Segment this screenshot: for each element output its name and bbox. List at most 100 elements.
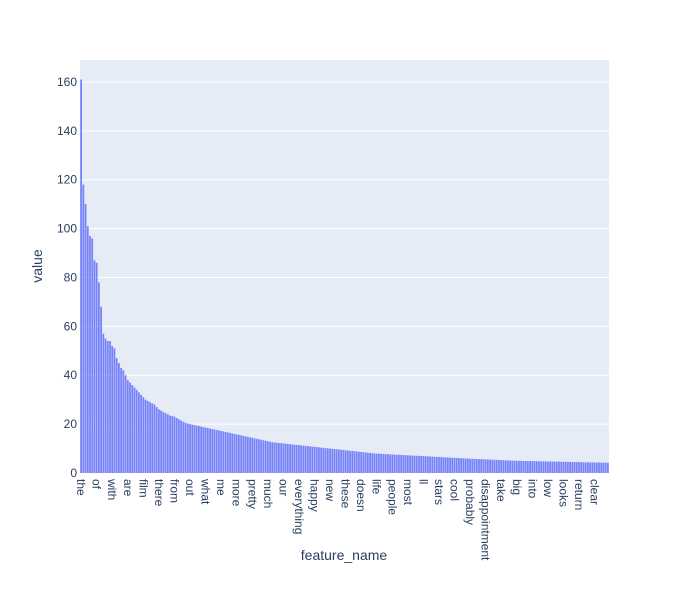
bar (551, 461, 554, 473)
bar (249, 437, 251, 473)
bar (411, 455, 414, 473)
bar (482, 459, 485, 473)
x-tick-label: low (541, 479, 555, 497)
x-tick-label: people (385, 479, 399, 515)
bar (93, 260, 96, 473)
bar (524, 460, 527, 473)
bar (131, 385, 134, 473)
bar (140, 394, 143, 473)
bar (102, 333, 105, 473)
bar (546, 461, 549, 473)
bar (473, 458, 476, 473)
bar (578, 462, 580, 473)
bar (371, 453, 374, 473)
bar (175, 418, 178, 473)
bar (255, 438, 258, 473)
bar (171, 416, 174, 473)
bar (600, 462, 603, 473)
bar (464, 458, 467, 473)
bar (89, 235, 91, 473)
bar (98, 282, 100, 473)
bar (111, 345, 114, 473)
y-tick-label: 80 (64, 270, 78, 284)
bar (513, 460, 516, 473)
bar (582, 462, 585, 473)
bar (144, 399, 147, 473)
bar (386, 454, 389, 473)
bar (206, 428, 209, 473)
bar (455, 457, 458, 473)
bar (160, 410, 163, 473)
bar (486, 459, 489, 473)
x-tick-label: the (74, 479, 88, 496)
bar (409, 455, 411, 473)
bar (100, 306, 103, 473)
bar (82, 184, 85, 473)
bar (118, 363, 120, 473)
x-tick-label: from (167, 479, 181, 503)
bar (262, 440, 265, 473)
x-tick-label: big (510, 479, 524, 495)
bar (271, 442, 274, 473)
bar (311, 446, 314, 473)
x-tick-label: return (572, 479, 586, 510)
bar (313, 446, 316, 473)
bar (426, 456, 429, 473)
bars (80, 79, 609, 474)
bar (322, 447, 325, 473)
bar (420, 456, 423, 473)
bar (369, 452, 371, 473)
bar (522, 460, 525, 473)
bar (515, 460, 518, 473)
bar (193, 425, 196, 473)
bar (164, 413, 167, 473)
bar (306, 446, 309, 473)
bar (366, 452, 369, 473)
x-tick-label: with (105, 478, 119, 500)
bar (251, 437, 254, 473)
bar (133, 387, 136, 473)
bar (540, 461, 543, 473)
bar (549, 461, 551, 473)
bar (491, 459, 494, 473)
bar (122, 370, 125, 473)
bar (502, 460, 505, 473)
bar (380, 453, 383, 473)
bar (220, 430, 223, 473)
bar (315, 447, 318, 473)
plot-background (80, 60, 609, 473)
bar (587, 462, 589, 473)
bar (531, 461, 534, 473)
bar (153, 404, 156, 473)
bar (289, 444, 291, 473)
bar (329, 448, 331, 473)
bar (602, 462, 605, 473)
y-tick-labels: 0 20 40 60 80 100 120 140 160 (57, 75, 77, 480)
bar (278, 442, 280, 473)
bar (422, 456, 425, 473)
bar (438, 456, 440, 473)
bar (562, 461, 565, 473)
x-tick-label: what (199, 478, 213, 505)
bar (415, 455, 418, 473)
bar (182, 421, 185, 473)
bar (375, 453, 378, 473)
bar (226, 432, 229, 473)
bar (126, 380, 129, 473)
bar (444, 457, 447, 473)
x-tick-labels: the of with are film there from out what me more pr… (74, 478, 601, 561)
y-tick-label: 160 (57, 75, 77, 89)
bar (86, 226, 89, 473)
bar (435, 456, 438, 473)
bar (293, 444, 296, 473)
bar (498, 460, 500, 473)
bar (211, 429, 214, 473)
y-tick-label: 0 (70, 466, 77, 480)
bar (142, 397, 145, 473)
bar (604, 462, 607, 473)
bar (591, 462, 594, 473)
bar (184, 422, 187, 473)
bar (202, 427, 205, 473)
bar (446, 457, 449, 473)
